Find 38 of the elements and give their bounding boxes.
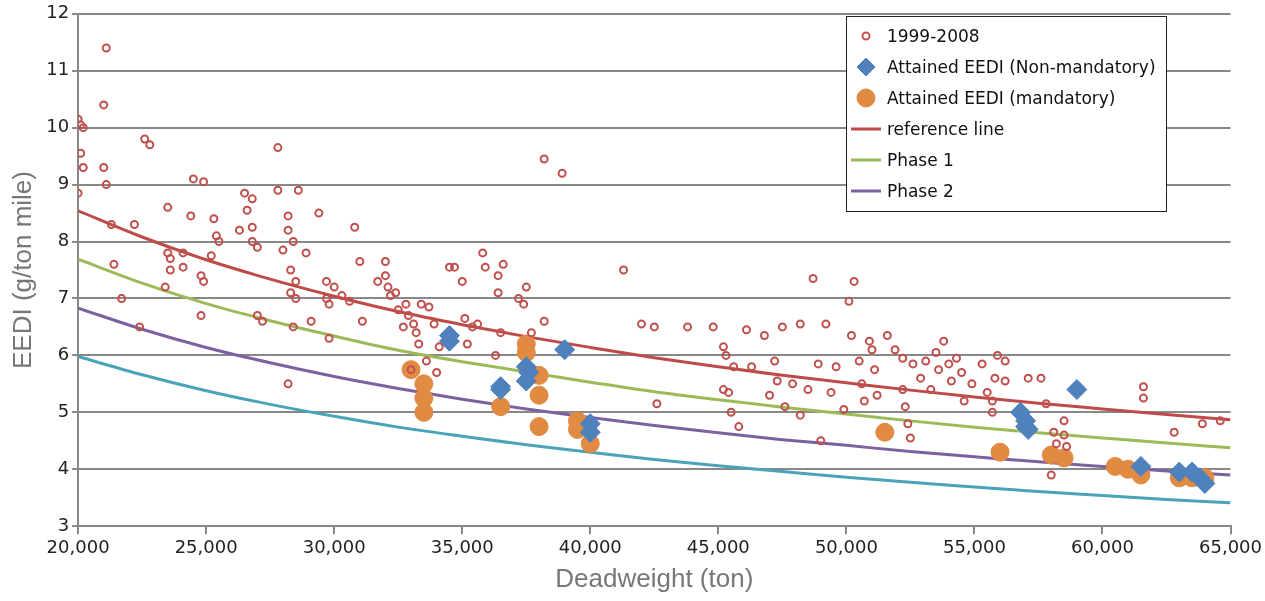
y-tick-label: 5	[57, 400, 70, 422]
point	[491, 397, 511, 417]
y-tick-label: 7	[57, 286, 70, 308]
legend-label: 1999-2008	[886, 26, 980, 47]
x-tick-label: 35,000	[430, 535, 494, 557]
y-tick-label: 4	[57, 456, 70, 478]
point	[414, 402, 434, 422]
y-axis-title: EEDI (g/ton mile)	[6, 171, 37, 369]
y-tick-label: 12	[46, 1, 70, 23]
point	[1066, 379, 1088, 401]
x-tick-label: 20,000	[46, 535, 110, 557]
legend-label: Attained EEDI (Non-mandatory)	[886, 57, 1156, 78]
point	[529, 385, 549, 405]
x-tick-label: 25,000	[174, 535, 238, 557]
x-tick-label: 50,000	[814, 535, 878, 557]
legend-label: Attained EEDI (mandatory)	[886, 88, 1116, 109]
y-tick-label: 6	[57, 343, 70, 365]
point	[554, 339, 576, 361]
legend-label: Phase 2	[886, 181, 954, 202]
point	[1054, 448, 1074, 468]
point	[1130, 455, 1152, 477]
x-tick-label: 60,000	[1070, 535, 1134, 557]
x-tick-label: 55,000	[942, 535, 1006, 557]
y-tick-label: 11	[46, 58, 70, 80]
x-tick-label: 65,000	[1199, 535, 1262, 557]
legend-label: Phase 1	[886, 150, 954, 171]
point	[875, 422, 895, 442]
y-tick-label: 9	[57, 172, 70, 194]
point	[529, 417, 549, 437]
x-tick-label: 40,000	[558, 535, 622, 557]
point	[990, 442, 1010, 462]
legend-label: reference line	[886, 119, 1005, 140]
y-tick-label: 3	[57, 513, 70, 535]
x-tick-label: 45,000	[686, 535, 750, 557]
y-tick-label: 8	[57, 229, 70, 251]
x-axis-title: Deadweight (ton)	[555, 562, 754, 593]
y-tick-label: 10	[46, 115, 70, 137]
x-tick-label: 30,000	[302, 535, 366, 557]
